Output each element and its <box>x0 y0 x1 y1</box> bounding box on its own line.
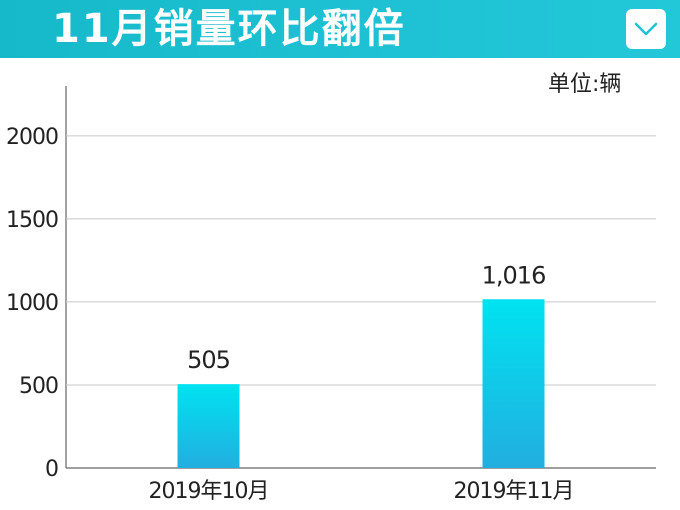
chevron-down-icon <box>634 22 658 36</box>
unit-label: 单位:辆 <box>548 72 622 97</box>
y-tick-label: 1500 <box>6 208 58 233</box>
y-tick-label: 2000 <box>6 125 58 150</box>
y-tick-label: 1000 <box>6 291 58 316</box>
data-label: 1,016 <box>482 261 546 289</box>
bar <box>482 299 545 468</box>
y-tick-label: 500 <box>19 374 58 399</box>
header-banner: 11月销量环比翻倍 <box>0 0 680 58</box>
data-label: 505 <box>187 346 230 374</box>
y-tick-label: 0 <box>45 457 58 482</box>
menu-toggle-button[interactable] <box>626 9 666 49</box>
x-tick-label: 2019年11月 <box>454 479 574 504</box>
bar <box>177 384 240 468</box>
x-tick-label: 2019年10月 <box>149 479 269 504</box>
page-title: 11月销量环比翻倍 <box>52 6 406 52</box>
